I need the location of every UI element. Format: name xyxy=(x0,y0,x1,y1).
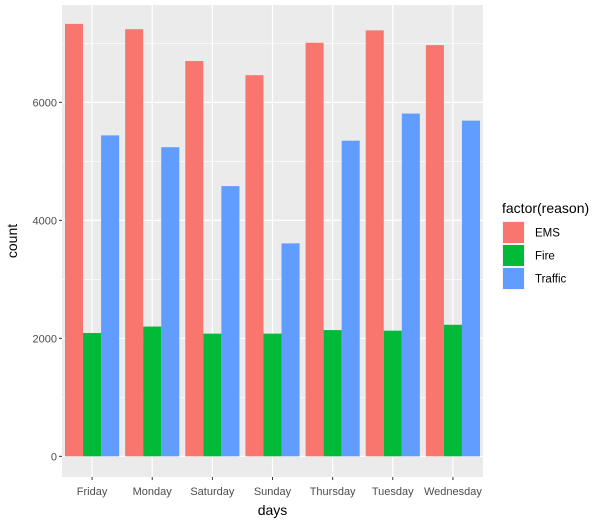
y-axis-title: count xyxy=(4,224,20,258)
x-tick-label: Friday xyxy=(77,486,108,498)
legend-swatch-fire xyxy=(503,245,524,266)
bar-fire-tuesday xyxy=(383,330,402,457)
x-axis-title: days xyxy=(258,502,288,518)
legend-label-ems: EMS xyxy=(535,228,560,240)
bars xyxy=(65,23,480,457)
x-tick-label: Monday xyxy=(133,486,173,498)
bar-fire-friday xyxy=(83,333,102,457)
bar-traffic-friday xyxy=(101,135,120,457)
legend-title: factor(reason) xyxy=(502,200,589,216)
legend-label-fire: Fire xyxy=(535,251,555,263)
x-axis: Friday Monday Saturday Sunday Thursday Tuesda… xyxy=(77,477,482,498)
y-tick-label: 0 xyxy=(51,451,57,463)
legend-swatch-ems xyxy=(503,222,524,243)
bar-traffic-wednesday xyxy=(461,120,480,457)
bar-traffic-thursday xyxy=(341,140,360,457)
bar-fire-thursday xyxy=(323,330,342,457)
bar-ems-tuesday xyxy=(365,30,384,457)
y-tick-label: 6000 xyxy=(33,97,57,109)
bar-ems-monday xyxy=(125,29,144,457)
bar-fire-saturday xyxy=(203,333,222,457)
bar-fire-sunday xyxy=(263,333,282,457)
bar-ems-sunday xyxy=(245,75,264,457)
y-axis: 0 2000 4000 6000 xyxy=(33,97,62,463)
x-tick-label: Thursday xyxy=(310,486,356,498)
x-tick-label: Saturday xyxy=(190,486,235,498)
bar-traffic-sunday xyxy=(281,243,300,457)
y-tick-label: 4000 xyxy=(33,215,57,227)
bar-fire-wednesday xyxy=(443,324,462,457)
y-tick-label: 2000 xyxy=(33,333,57,345)
bar-traffic-saturday xyxy=(221,186,240,457)
bar-ems-friday xyxy=(65,23,84,457)
bar-fire-monday xyxy=(143,326,162,457)
legend: factor(reason) EMS Fire Traffic xyxy=(502,200,589,290)
x-tick-label: Wednesday xyxy=(424,486,482,498)
bar-ems-thursday xyxy=(305,42,324,457)
x-tick-label: Tuesday xyxy=(372,486,414,498)
bar-traffic-monday xyxy=(161,147,180,457)
legend-label-traffic: Traffic xyxy=(535,274,567,286)
bar-ems-wednesday xyxy=(425,45,444,457)
bar-ems-saturday xyxy=(185,61,204,457)
x-tick-label: Sunday xyxy=(254,486,292,498)
legend-swatch-traffic xyxy=(503,268,524,289)
bar-traffic-tuesday xyxy=(401,113,420,457)
